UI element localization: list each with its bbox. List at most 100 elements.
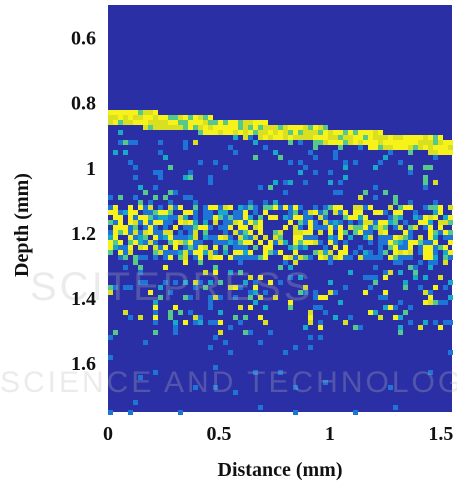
intensity-pixel: [253, 130, 258, 135]
intensity-pixel: [163, 125, 168, 130]
intensity-pixel: [328, 130, 333, 135]
intensity-pixel: [133, 230, 138, 235]
intensity-pixel: [143, 205, 148, 210]
intensity-pixel: [233, 240, 238, 245]
intensity-pixel: [298, 130, 303, 135]
intensity-pixel: [268, 240, 273, 245]
intensity-pixel: [308, 150, 313, 155]
intensity-pixel: [293, 230, 298, 235]
intensity-pixel: [218, 310, 223, 315]
intensity-pixel: [258, 220, 263, 225]
intensity-pixel: [393, 215, 398, 220]
intensity-pixel: [138, 115, 143, 120]
intensity-pixel: [188, 250, 193, 255]
intensity-pixel: [208, 295, 213, 300]
intensity-pixel: [378, 230, 383, 235]
intensity-pixel: [303, 165, 308, 170]
intensity-pixel: [223, 240, 228, 245]
intensity-pixel: [108, 290, 113, 295]
intensity-pixel: [128, 225, 133, 230]
intensity-pixel: [328, 260, 333, 265]
intensity-pixel: [338, 145, 343, 150]
intensity-pixel: [263, 255, 268, 260]
intensity-pixel: [253, 290, 258, 295]
intensity-pixel: [353, 210, 358, 215]
intensity-pixel: [313, 145, 318, 150]
intensity-pixel: [368, 310, 373, 315]
intensity-pixel: [333, 240, 338, 245]
intensity-pixel: [283, 125, 288, 130]
intensity-pixel: [208, 125, 213, 130]
intensity-pixel: [143, 255, 148, 260]
intensity-pixel: [163, 265, 168, 270]
intensity-pixel: [208, 225, 213, 230]
intensity-pixel: [128, 250, 133, 255]
intensity-pixel: [243, 125, 248, 130]
intensity-pixel: [323, 245, 328, 250]
intensity-pixel: [108, 195, 113, 200]
intensity-pixel: [148, 240, 153, 245]
intensity-pixel: [208, 300, 213, 305]
intensity-pixel: [423, 180, 428, 185]
intensity-pixel: [283, 190, 288, 195]
intensity-pixel: [403, 285, 408, 290]
intensity-pixel: [168, 210, 173, 215]
intensity-pixel: [383, 135, 388, 140]
intensity-pixel: [338, 250, 343, 255]
intensity-pixel: [343, 140, 348, 145]
intensity-pixel: [198, 280, 203, 285]
intensity-pixel: [118, 210, 123, 215]
intensity-pixel: [398, 145, 403, 150]
intensity-pixel: [448, 220, 453, 225]
intensity-pixel: [278, 155, 283, 160]
intensity-pixel: [318, 140, 323, 145]
intensity-pixel: [183, 120, 188, 125]
intensity-pixel: [393, 200, 398, 205]
intensity-pixel: [333, 155, 338, 160]
intensity-pixel: [273, 125, 278, 130]
intensity-pixel: [228, 220, 233, 225]
intensity-pixel: [173, 330, 178, 335]
intensity-pixel: [263, 120, 268, 125]
intensity-pixel: [123, 140, 128, 145]
intensity-pixel: [208, 120, 213, 125]
intensity-pixel: [383, 155, 388, 160]
intensity-pixel: [123, 150, 128, 155]
intensity-pixel: [343, 240, 348, 245]
intensity-pixel: [228, 205, 233, 210]
intensity-pixel: [358, 140, 363, 145]
intensity-pixel: [393, 305, 398, 310]
intensity-pixel: [288, 180, 293, 185]
intensity-pixel: [173, 120, 178, 125]
intensity-pixel: [358, 210, 363, 215]
intensity-pixel: [163, 280, 168, 285]
intensity-pixel: [313, 210, 318, 215]
intensity-pixel: [268, 280, 273, 285]
intensity-pixel: [183, 255, 188, 260]
intensity-pixel: [248, 295, 253, 300]
intensity-pixel: [348, 225, 353, 230]
intensity-pixel: [433, 205, 438, 210]
intensity-pixel: [138, 265, 143, 270]
intensity-pixel: [283, 240, 288, 245]
intensity-pixel: [213, 365, 218, 370]
intensity-pixel: [353, 130, 358, 135]
intensity-pixel: [413, 225, 418, 230]
intensity-pixel: [288, 305, 293, 310]
intensity-pixel: [448, 150, 453, 155]
intensity-pixel: [273, 240, 278, 245]
intensity-pixel: [328, 170, 333, 175]
intensity-pixel: [248, 135, 253, 140]
intensity-pixel: [138, 200, 143, 205]
intensity-pixel: [418, 245, 423, 250]
intensity-pixel: [263, 320, 268, 325]
intensity-pixel: [363, 275, 368, 280]
intensity-pixel: [213, 130, 218, 135]
intensity-pixel: [423, 320, 428, 325]
intensity-pixel: [278, 130, 283, 135]
intensity-pixel: [398, 210, 403, 215]
intensity-pixel: [143, 125, 148, 130]
intensity-pixel: [253, 255, 258, 260]
intensity-pixel: [238, 215, 243, 220]
intensity-pixel: [293, 205, 298, 210]
